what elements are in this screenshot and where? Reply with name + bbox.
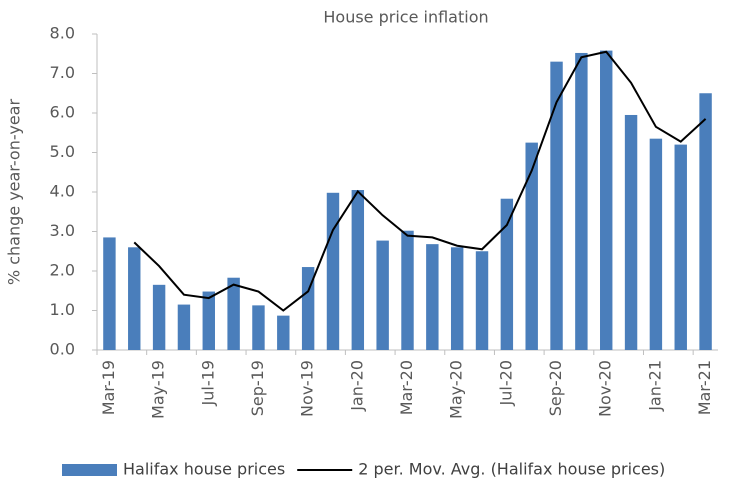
x-tick-label: Jul-19 — [198, 360, 217, 406]
bar — [426, 244, 439, 350]
bar — [103, 237, 116, 350]
x-tick-label: Jan-21 — [645, 360, 664, 412]
bar — [351, 190, 365, 350]
bar — [277, 315, 290, 350]
bar — [376, 240, 389, 350]
y-tick-label: 7.0 — [50, 63, 75, 82]
bar — [475, 251, 489, 350]
y-tick-label: 8.0 — [50, 24, 75, 43]
legend-label: Halifax house prices — [123, 460, 285, 479]
bar — [326, 192, 340, 350]
line — [133, 50, 707, 312]
y-tick-label: 4.0 — [50, 182, 75, 201]
x-tick-label: Jul-20 — [496, 360, 515, 406]
bar — [401, 230, 414, 350]
y-tick-label: 1.0 — [50, 300, 75, 319]
x-tick-label: May-20 — [447, 360, 466, 419]
bar — [674, 144, 687, 350]
legend-label: 2 per. Mov. Avg. (Halifax house prices) — [358, 460, 665, 479]
x-tick-label: Sep-20 — [546, 360, 565, 416]
bar — [252, 305, 265, 350]
bar — [550, 61, 563, 351]
bar — [177, 304, 191, 350]
y-axis-label: % change year-on-year — [5, 99, 24, 286]
bar — [575, 52, 588, 351]
x-tick-label: Jan-20 — [347, 360, 366, 412]
bar — [600, 50, 613, 351]
legend-swatch — [62, 464, 117, 476]
bar — [152, 284, 166, 350]
bar — [500, 198, 514, 350]
bar — [128, 247, 141, 350]
chart-title: House price inflation — [323, 8, 488, 27]
bar — [699, 93, 712, 350]
x-tick-label: Nov-19 — [298, 360, 317, 417]
bar — [450, 247, 464, 350]
x-tick-label: May-19 — [149, 360, 168, 419]
bar — [649, 138, 663, 350]
y-tick-label: 0.0 — [50, 340, 75, 359]
bar — [525, 142, 538, 350]
x-tick-label: Nov-20 — [596, 360, 615, 417]
y-tick-label: 2.0 — [50, 261, 75, 280]
y-tick-label: 5.0 — [50, 142, 75, 161]
y-tick-label: 3.0 — [50, 221, 75, 240]
x-tick-label: Mar-21 — [695, 360, 714, 415]
x-tick-label: Mar-20 — [397, 360, 416, 415]
bar — [624, 114, 638, 350]
x-tick-label: Sep-19 — [248, 360, 267, 416]
x-tick-label: Mar-19 — [99, 360, 118, 415]
bar — [202, 291, 215, 350]
y-tick-label: 6.0 — [50, 103, 75, 122]
bar — [301, 267, 315, 350]
bar — [227, 277, 240, 350]
